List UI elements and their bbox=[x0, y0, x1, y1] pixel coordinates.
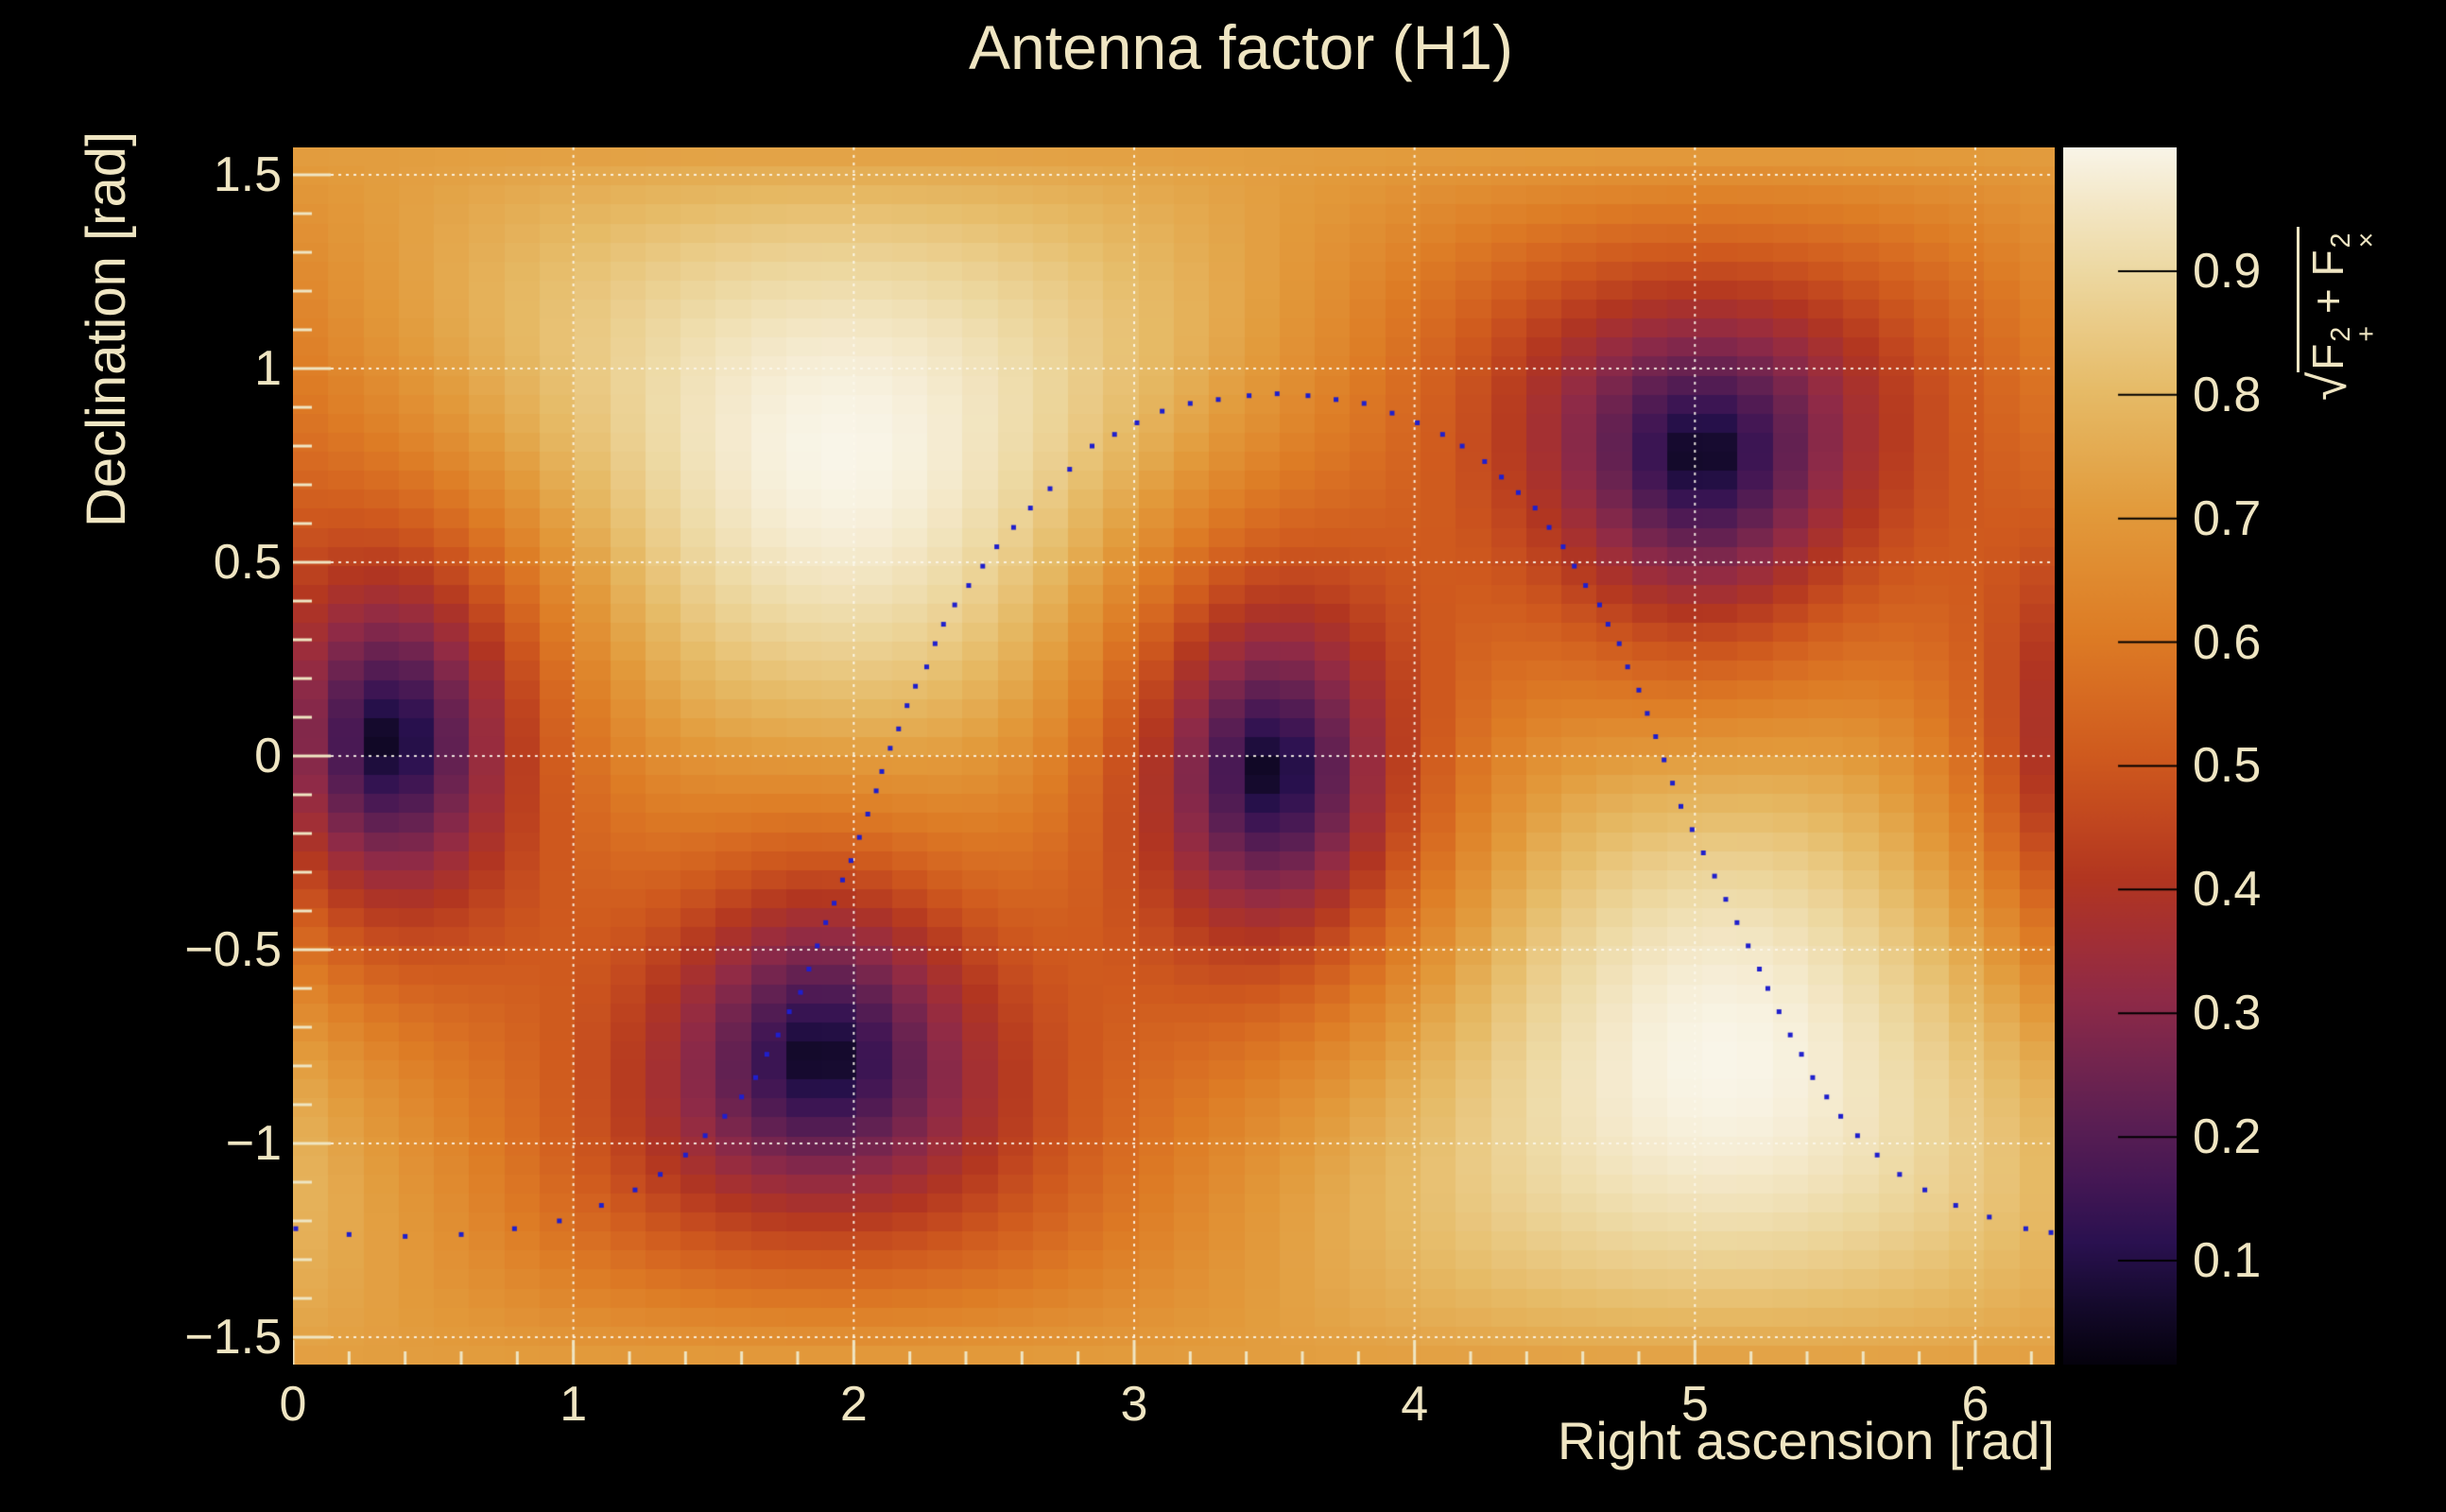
sqrt-radical-icon: √ bbox=[2299, 371, 2357, 401]
colorbar-tick-label: 0.2 bbox=[2193, 1109, 2262, 1165]
colorbar-tick-label: 0.5 bbox=[2193, 738, 2262, 794]
y-tick-label: −1 bbox=[225, 1115, 282, 1171]
x-tick-label: 3 bbox=[1120, 1377, 1148, 1432]
y-tick-label: 0 bbox=[254, 729, 282, 783]
colorbar-tick-label: 0.1 bbox=[2193, 1233, 2262, 1289]
y-tick-label: −1.5 bbox=[184, 1309, 282, 1365]
y-axis-title: Declination [rad] bbox=[76, 130, 137, 527]
y-tick-label: 0.5 bbox=[213, 535, 282, 590]
y-tick-label: 1.5 bbox=[213, 147, 282, 203]
colorbar-tick-label: 0.7 bbox=[2193, 490, 2262, 546]
x-tick-label: 2 bbox=[839, 1377, 868, 1432]
x-tick-label: 4 bbox=[1401, 1377, 1429, 1432]
colorbar-title: √F 2 + + F 2 × bbox=[2296, 117, 2382, 401]
colorbar-tick-label: 0.6 bbox=[2193, 614, 2262, 670]
x-tick-label: 6 bbox=[1961, 1377, 1990, 1432]
y-tick-label: −0.5 bbox=[184, 921, 282, 977]
colorbar-tick-label: 0.9 bbox=[2193, 243, 2262, 299]
colorbar-tick-label: 0.4 bbox=[2193, 862, 2262, 918]
x-tick-label: 5 bbox=[1680, 1377, 1709, 1432]
x-axis-title: Right ascension [rad] bbox=[1557, 1411, 2055, 1470]
y-tick-label: 1 bbox=[254, 341, 282, 397]
colorbar-tick-label: 0.8 bbox=[2193, 367, 2262, 422]
colorbar-gradient bbox=[2063, 147, 2177, 1365]
page-title: Antenna factor (H1) bbox=[969, 12, 1513, 82]
x-tick-label: 0 bbox=[279, 1377, 307, 1432]
heatmap-plot-area bbox=[293, 147, 2055, 1365]
x-tick-label: 1 bbox=[560, 1377, 588, 1432]
colorbar-tick-label: 0.3 bbox=[2193, 986, 2262, 1041]
